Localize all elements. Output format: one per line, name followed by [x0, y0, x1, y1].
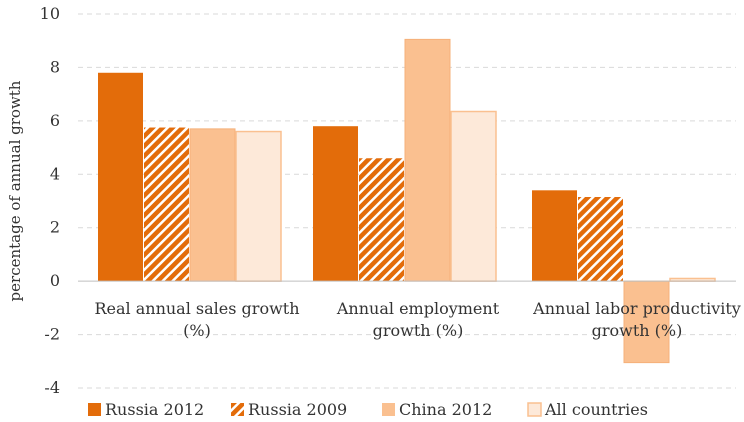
bar-russia-2009 — [359, 158, 404, 282]
category-label: growth (%) — [592, 321, 683, 340]
legend-swatch — [231, 403, 244, 416]
bar-china-2012 — [623, 280, 670, 364]
y-tick-label: 0 — [50, 271, 60, 290]
legend-label: China 2012 — [399, 400, 492, 419]
bar-china-2012 — [404, 38, 451, 282]
category-label: Annual labor productivity — [532, 299, 741, 318]
bar-all-countries — [235, 130, 282, 282]
category-label: Real annual sales growth — [94, 299, 299, 318]
y-tick-label: 10 — [40, 4, 60, 23]
y-tick-label: -4 — [44, 378, 60, 397]
legend-label: Russia 2009 — [248, 400, 347, 419]
bar-russia-2009 — [578, 196, 623, 282]
bar-russia-2012 — [313, 126, 358, 282]
y-tick-label: 8 — [50, 57, 60, 76]
bar-russia-2009 — [144, 127, 189, 282]
category-label: Annual employment — [336, 299, 500, 318]
legend-label: Russia 2012 — [105, 400, 204, 419]
bars — [98, 38, 716, 364]
y-tick-label: 2 — [50, 218, 60, 237]
y-axis-label: percentage of annual growth — [6, 80, 24, 301]
legend: Russia 2012 Russia 2009 China 2012 All coun… — [88, 400, 648, 419]
bar-china-2012 — [189, 128, 236, 282]
axes: 10 8 6 4 2 0 -2 -4 percentage of annual growth Re… — [6, 4, 741, 397]
y-tick-label: -2 — [44, 325, 60, 344]
legend-label: All countries — [544, 400, 648, 419]
bar-all-countries — [450, 110, 497, 282]
category-label: (%) — [183, 321, 211, 340]
y-tick-label: 4 — [50, 164, 60, 183]
category-label: growth (%) — [373, 321, 464, 340]
legend-swatch — [382, 403, 395, 416]
legend-swatch — [88, 403, 101, 416]
bar-russia-2012 — [98, 72, 143, 282]
bar-russia-2012 — [532, 190, 577, 282]
y-tick-label: 6 — [50, 111, 60, 130]
legend-swatch — [527, 402, 542, 417]
